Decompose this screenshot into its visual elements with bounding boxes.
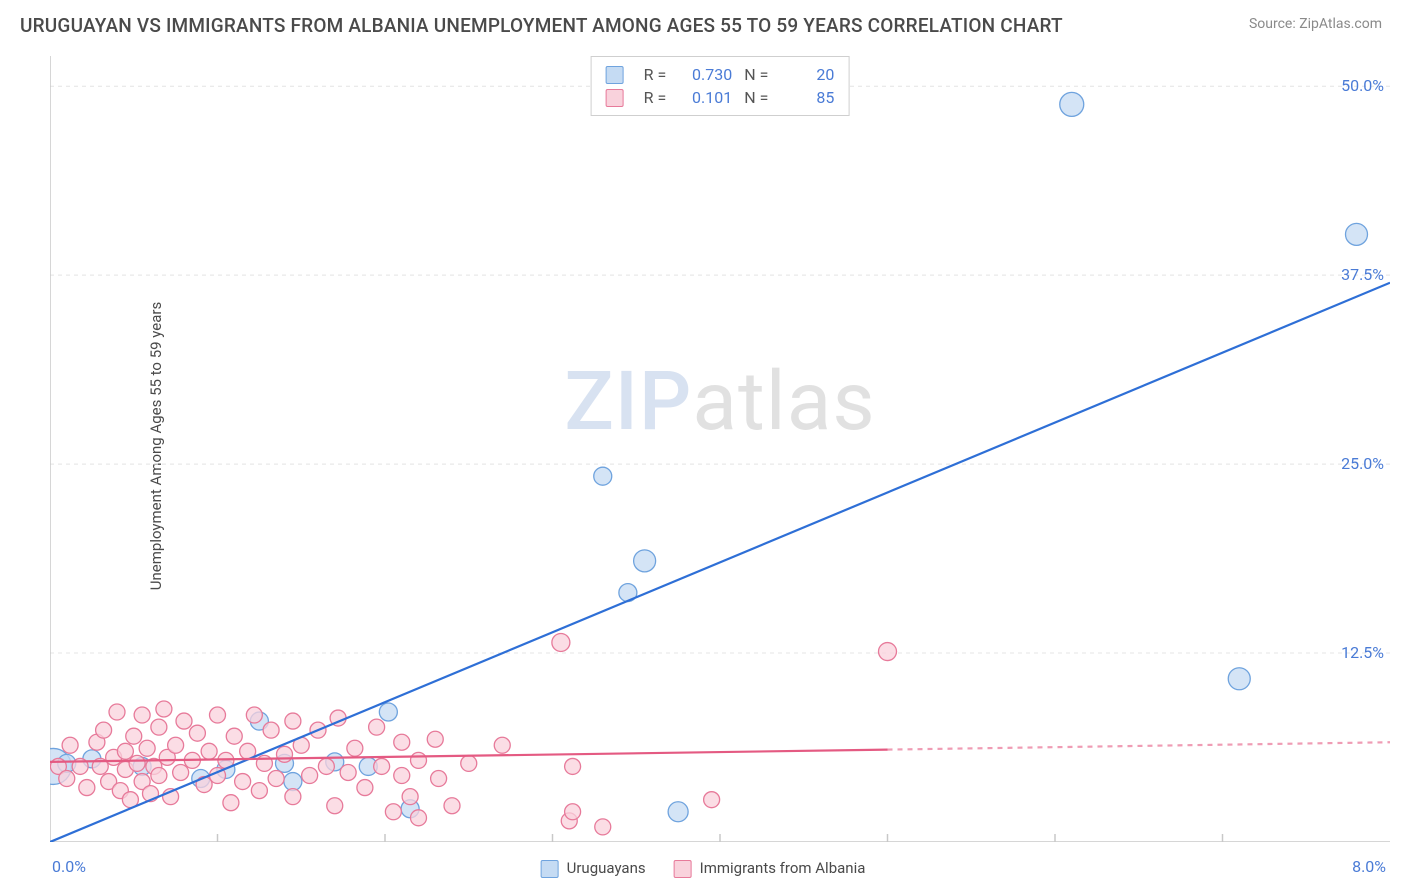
source-label: Source: ZipAtlas.com [1249,16,1382,32]
legend-item-albania: Immigrants from Albania [674,859,866,878]
legend-swatch-icon [674,860,692,878]
legend-swatch-icon [541,860,559,878]
legend-row-uruguayans: R = 0.730 N = 20 [606,63,835,86]
x-axis-max-label: 8.0% [1352,857,1386,876]
correlation-legend-box: R = 0.730 N = 20 R = 0.101 N = 85 [591,56,850,116]
y-tick-label: 50.0% [1341,76,1384,95]
y-tick-label: 25.0% [1341,454,1384,473]
legend-row-albania: R = 0.101 N = 85 [606,86,835,109]
legend-text-albania: Immigrants from Albania [700,859,866,877]
n-value-uruguayans: 20 [780,65,834,84]
plot-area: R = 0.730 N = 20 R = 0.101 N = 85 ZIPatl… [50,56,1390,842]
legend-text-uruguayans: Uruguayans [567,859,646,877]
r-label: R = [644,65,667,84]
r-label: R = [644,88,667,107]
legend-item-uruguayans: Uruguayans [541,859,646,878]
n-value-albania: 85 [780,88,834,107]
n-label: N = [744,65,768,84]
r-value-uruguayans: 0.730 [678,65,732,84]
series-legend: Uruguayans Immigrants from Albania [541,859,866,878]
chart-svg [50,56,1390,842]
legend-swatch-albania [606,89,624,107]
r-value-albania: 0.101 [678,88,732,107]
legend-swatch-uruguayans [606,66,624,84]
chart-title: URUGUAYAN VS IMMIGRANTS FROM ALBANIA UNE… [20,14,1063,37]
n-label: N = [744,88,768,107]
x-axis-min-label: 0.0% [52,857,86,876]
y-tick-label: 12.5% [1341,643,1384,662]
y-tick-label: 37.5% [1341,265,1384,284]
